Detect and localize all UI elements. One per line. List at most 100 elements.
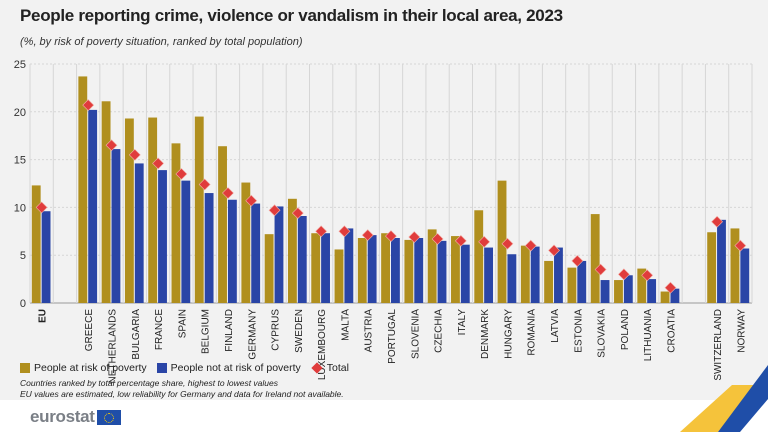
bar-at-risk: [544, 260, 554, 303]
total-marker: [617, 268, 630, 281]
bar-at-risk: [334, 249, 344, 303]
total-marker: [82, 99, 95, 112]
bar-at-risk: [520, 245, 530, 303]
total-marker: [594, 263, 607, 276]
x-tick-label: LITHUANIA: [643, 309, 654, 362]
footnote: Countries ranked by total percentage sha…: [20, 378, 278, 388]
total-marker: [338, 225, 351, 238]
legend-item-at-risk: People at risk of poverty: [20, 362, 147, 374]
bar-at-risk: [171, 143, 181, 303]
bar-not-at-risk: [530, 246, 540, 303]
total-marker: [361, 229, 374, 242]
x-tick-label: GREECE: [84, 309, 95, 352]
bar-not-at-risk: [507, 254, 517, 303]
y-tick-label: 5: [20, 250, 26, 262]
total-marker: [641, 269, 654, 282]
bar-at-risk: [614, 280, 623, 303]
x-tick-label: SLOVAKIA: [597, 309, 608, 358]
diamond-icon: [311, 362, 323, 374]
total-marker: [291, 207, 304, 220]
bar-not-at-risk: [204, 193, 214, 303]
x-tick-label: ITALY: [457, 309, 468, 336]
x-tick-label: LATVIA: [550, 309, 561, 343]
x-tick-label: PORTUGAL: [387, 309, 398, 364]
bar-at-risk: [497, 180, 507, 303]
total-marker: [454, 234, 467, 247]
total-marker: [268, 204, 281, 217]
eu-flag-icon: [96, 409, 121, 425]
x-tick-label: EU: [38, 309, 49, 323]
x-tick-label: AUSTRIA: [364, 309, 375, 353]
x-tick-label: SWITZERLAND: [713, 309, 724, 381]
bar-not-at-risk: [577, 260, 587, 303]
total-marker: [478, 235, 491, 248]
eurostat-logo: eurostat: [30, 407, 121, 427]
bar-not-at-risk: [274, 206, 284, 303]
bar-at-risk: [660, 291, 670, 303]
bar-at-risk: [241, 182, 251, 303]
bar-not-at-risk: [460, 244, 470, 303]
bar-not-at-risk: [623, 275, 633, 303]
bar-not-at-risk: [251, 203, 261, 303]
bar-at-risk: [218, 146, 227, 303]
bar-not-at-risk: [367, 235, 377, 303]
total-marker: [711, 215, 723, 228]
x-tick-label: FINLAND: [224, 309, 235, 352]
total-marker: [175, 168, 188, 180]
bar-not-at-risk: [321, 233, 330, 303]
logo-text: eurostat: [30, 407, 95, 426]
bar-not-at-risk: [740, 248, 750, 303]
bar-at-risk: [124, 118, 134, 303]
x-tick-label: NETHERLANDS: [108, 309, 119, 384]
footnote: EU values are estimated, low reliability…: [20, 389, 344, 399]
bar-at-risk: [381, 233, 390, 303]
legend-swatch: [20, 363, 30, 373]
total-marker: [385, 230, 397, 243]
bar-at-risk: [730, 228, 740, 303]
bar-at-risk: [637, 268, 647, 303]
x-tick-label: CROATIA: [666, 309, 677, 353]
x-tick-label: SLOVENIA: [410, 309, 421, 359]
bar-not-at-risk: [670, 288, 680, 303]
bar-at-risk: [311, 233, 321, 303]
x-tick-label: POLAND: [620, 309, 631, 350]
bar-not-at-risk: [647, 279, 657, 303]
bar-chart: 0 5 10 15 20 25 EU GREECE NETHERLANDS BULGARIA FRA…: [14, 59, 753, 384]
bar-at-risk: [264, 234, 274, 303]
bar-not-at-risk: [414, 237, 424, 303]
total-marker: [431, 233, 444, 245]
total-marker: [198, 178, 211, 191]
x-tick-label: CZECHIA: [434, 309, 445, 353]
chart-subtitle: (%, by risk of poverty situation, ranked…: [20, 36, 303, 48]
total-marker: [128, 148, 141, 161]
bar-at-risk: [404, 239, 414, 303]
total-marker: [35, 201, 48, 214]
bar-at-risk: [427, 229, 437, 303]
total-marker: [664, 281, 677, 294]
legend-label: People at risk of poverty: [34, 362, 147, 374]
bar-at-risk: [590, 214, 600, 303]
bar-not-at-risk: [600, 280, 610, 303]
legend-label: People not at risk of poverty: [170, 362, 301, 374]
y-tick-label: 10: [14, 202, 26, 214]
x-tick-label: NORWAY: [736, 309, 747, 353]
bar-not-at-risk: [484, 247, 494, 303]
legend-item-total: Total: [311, 362, 349, 374]
x-tick-label: MALTA: [340, 309, 351, 341]
x-tick-label: ROMANIA: [527, 309, 538, 356]
bar-at-risk: [474, 210, 484, 303]
y-tick-label: 25: [14, 59, 26, 71]
total-marker: [548, 244, 560, 257]
bar-not-at-risk: [111, 149, 121, 303]
legend: People at risk of poverty People not at …: [20, 362, 349, 374]
bar-at-risk: [31, 185, 41, 303]
total-marker: [315, 225, 328, 238]
x-tick-label: CYPRUS: [271, 309, 282, 351]
bar-at-risk: [567, 267, 577, 303]
x-tick-label: HUNGARY: [503, 309, 514, 359]
bar-not-at-risk: [297, 216, 307, 303]
bar-not-at-risk: [134, 163, 144, 303]
total-marker: [571, 255, 584, 267]
bar-not-at-risk: [717, 219, 726, 303]
decorative-stripes: [680, 365, 768, 432]
